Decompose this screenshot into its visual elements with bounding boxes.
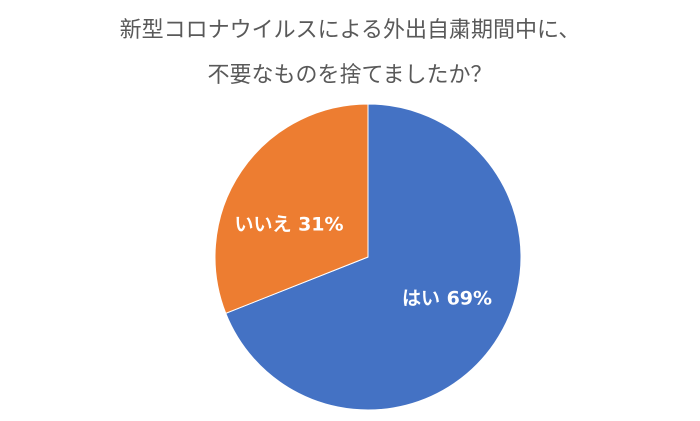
data-label-no: いいえ 31%	[234, 214, 343, 236]
pie-slice-no	[214, 103, 369, 314]
chart-title-line-1: 新型コロナウイルスによる外出自粛期間中に、	[119, 18, 581, 43]
pie-slice-yes	[225, 103, 522, 411]
data-label-yes: はい 69%	[402, 288, 492, 310]
chart-title-line-2: 不要なものを捨てましたか？	[207, 63, 493, 88]
